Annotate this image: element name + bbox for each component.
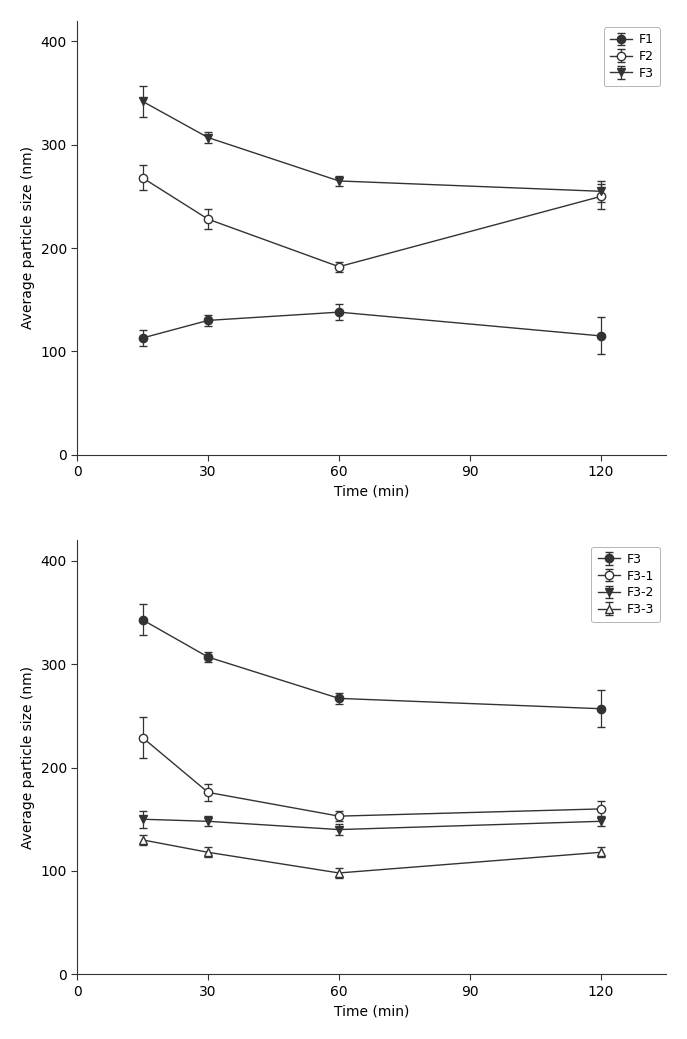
Legend: F3, F3-1, F3-2, F3-3: F3, F3-1, F3-2, F3-3 xyxy=(592,547,660,622)
Y-axis label: Average particle size (nm): Average particle size (nm) xyxy=(21,666,35,849)
X-axis label: Time (min): Time (min) xyxy=(334,484,409,499)
Legend: F1, F2, F3: F1, F2, F3 xyxy=(604,27,660,86)
X-axis label: Time (min): Time (min) xyxy=(334,1004,409,1018)
Y-axis label: Average particle size (nm): Average particle size (nm) xyxy=(21,146,35,329)
